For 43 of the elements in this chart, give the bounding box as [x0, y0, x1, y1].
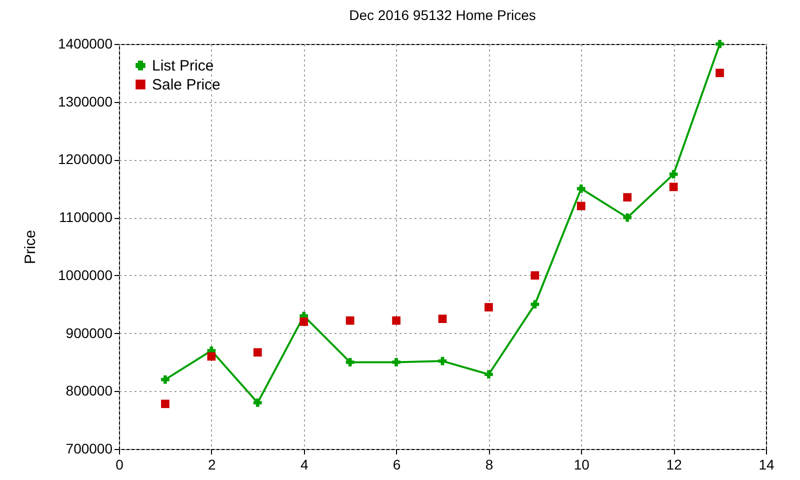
point — [346, 316, 354, 325]
point — [530, 300, 540, 309]
y-tick-label: 1200000 — [58, 151, 113, 168]
x-tick-label: 8 — [485, 456, 494, 472]
point — [392, 316, 400, 325]
x-tick-label: 10 — [574, 456, 590, 472]
x-tick-label: 2 — [208, 456, 216, 472]
point — [484, 303, 493, 312]
point — [161, 400, 170, 408]
y-tick-label: 700000 — [66, 440, 113, 456]
legend-label: Sale Price — [152, 76, 220, 94]
y-tick-label: 1300000 — [58, 93, 113, 110]
x-tick-label: 4 — [300, 456, 308, 472]
x-tick-label: 12 — [666, 456, 682, 472]
point — [623, 213, 632, 222]
point — [576, 202, 586, 210]
x-tick-label: 0 — [116, 456, 124, 472]
y-tick-label: 900000 — [66, 324, 113, 341]
point — [530, 271, 540, 280]
point — [253, 348, 262, 357]
point — [161, 375, 170, 384]
point — [669, 170, 678, 178]
y-tick-label: 1100000 — [59, 209, 113, 226]
y-tick-label: 1400000 — [58, 36, 113, 52]
x-tick-label: 14 — [758, 456, 774, 472]
point — [392, 358, 400, 366]
legend-label: List Price — [152, 58, 214, 74]
point — [484, 370, 493, 379]
y-tick-label: 1000000 — [58, 266, 113, 283]
chart-title: Dec 2016 95132 Home Prices — [349, 7, 536, 23]
point — [576, 184, 586, 193]
x-tick-label: 6 — [392, 456, 401, 472]
point — [346, 358, 354, 366]
point — [207, 352, 216, 361]
point — [300, 318, 308, 326]
point — [438, 314, 447, 324]
y-tick-label: 800000 — [66, 382, 113, 399]
point — [716, 68, 724, 78]
point — [623, 193, 632, 202]
point — [253, 398, 262, 407]
point — [669, 182, 678, 192]
y-axis-title: Price — [22, 230, 39, 264]
point — [716, 40, 724, 48]
